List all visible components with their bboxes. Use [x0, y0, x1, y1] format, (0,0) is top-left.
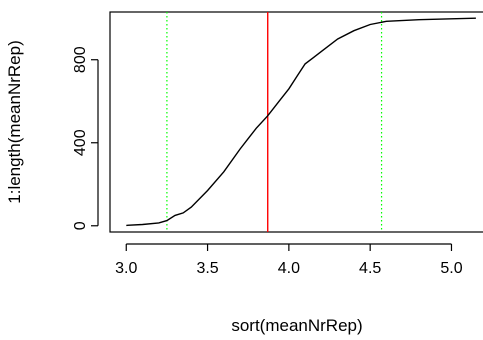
- x-tick-label: 3.5: [196, 260, 218, 277]
- x-tick-label: 4.0: [278, 260, 300, 277]
- y-tick-label: 800: [72, 46, 89, 73]
- x-axis-label: sort(meanNrRep): [231, 316, 362, 335]
- x-tick-label: 4.5: [359, 260, 381, 277]
- y-tick-label: 0: [72, 221, 89, 230]
- reference-lines: [166, 12, 383, 232]
- x-tick-label: 3.0: [115, 260, 137, 277]
- y-tick-label: 400: [72, 129, 89, 156]
- y-axis-label: 1:length(meanNrRep): [5, 40, 24, 203]
- plot-frame: [109, 11, 483, 233]
- series-line-1: [126, 17, 476, 227]
- y-axis: 0 400 800: [72, 46, 99, 230]
- x-tick-label: 5.0: [440, 260, 462, 277]
- x-axis: 3.0 3.5 4.0 4.5 5.0: [115, 243, 463, 277]
- series-group: [126, 17, 476, 227]
